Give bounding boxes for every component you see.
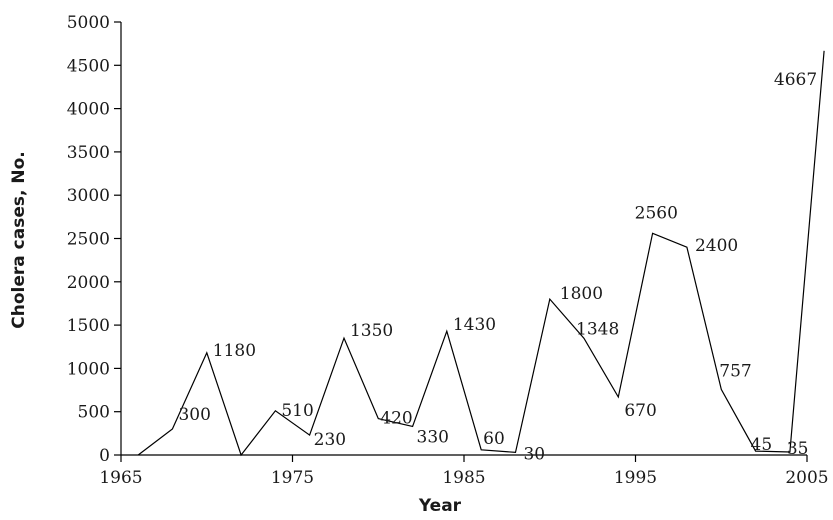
x-tick-label: 1975 (271, 468, 314, 488)
data-label: 670 (624, 401, 656, 421)
y-tick-label: 1500 (67, 316, 110, 336)
y-tick-label: 0 (99, 446, 110, 466)
y-tick-label: 500 (78, 403, 110, 423)
y-tick-label: 1000 (67, 359, 110, 379)
data-label: 2400 (695, 236, 738, 256)
x-tick-label: 1985 (442, 468, 485, 488)
y-tick-label: 5000 (67, 13, 110, 33)
x-tick-label: 2005 (785, 468, 828, 488)
y-tick-label: 2500 (67, 230, 110, 250)
data-label: 300 (178, 405, 210, 425)
y-tick-label: 3000 (67, 186, 110, 206)
data-label: 1348 (576, 319, 619, 339)
data-label: 510 (281, 401, 313, 421)
y-axis-title: Cholera cases, No. (9, 151, 29, 328)
data-label: 757 (719, 361, 751, 381)
data-label: 30 (523, 444, 545, 464)
data-label: 330 (417, 427, 449, 447)
y-tick-label: 3500 (67, 143, 110, 163)
y-tick-label: 4000 (67, 100, 110, 120)
data-label: 1430 (453, 315, 496, 335)
y-tick-label: 4500 (67, 56, 110, 76)
data-label: 60 (483, 429, 505, 449)
data-label: 230 (314, 430, 346, 450)
y-tick-label: 2000 (67, 273, 110, 293)
data-label: 420 (380, 409, 412, 429)
x-tick-label: 1965 (99, 468, 142, 488)
data-label: 35 (787, 439, 809, 459)
series-line (137, 50, 825, 457)
data-label: 1180 (213, 341, 256, 361)
data-label: 4667 (774, 70, 817, 90)
data-label: 45 (751, 435, 773, 455)
y-axis: 0 500 1000 1500 2000 2500 3000 3500 4000 4500 5000 (67, 13, 122, 466)
data-label: 1800 (560, 284, 603, 304)
data-label: 1350 (350, 321, 393, 341)
series-layer (137, 50, 825, 457)
data-label: 2560 (635, 203, 678, 223)
x-axis-title: Year (418, 496, 462, 516)
x-tick-label: 1995 (614, 468, 657, 488)
x-axis: 1965 1975 1985 1995 2005 (99, 454, 829, 488)
